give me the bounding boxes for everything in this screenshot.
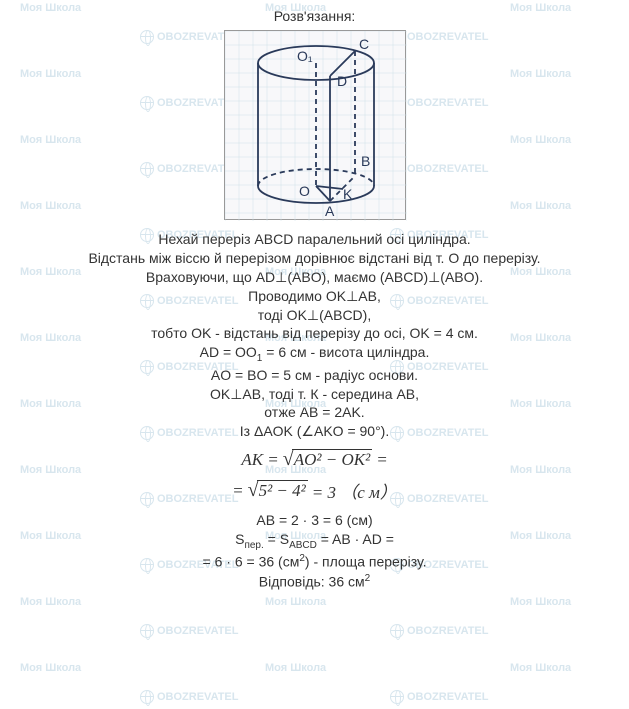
cylinder-diagram: O₁ C D B O K A bbox=[224, 30, 406, 220]
label-C: C bbox=[359, 36, 369, 52]
solution-text: Нехай переріз ABCD паралельний осі цилін… bbox=[0, 230, 629, 591]
label-K: K bbox=[343, 186, 353, 202]
label-B: B bbox=[361, 153, 370, 169]
line-9: OK⊥AB, тоді т. К - середина AB, bbox=[0, 385, 629, 404]
line-15: Відповідь: 36 см2 bbox=[0, 572, 629, 592]
line-6: тобто OK - відстань від перерізу до осі,… bbox=[0, 324, 629, 343]
formula-2: = √5² − 4² = 3 （с м） bbox=[0, 478, 629, 503]
label-A: A bbox=[325, 203, 335, 219]
label-O: O bbox=[299, 183, 310, 199]
content: Розв'язання: O₁ C D B bbox=[0, 0, 629, 591]
formula-1: AK = √AO² − OK² = bbox=[0, 449, 629, 470]
line-1: Нехай переріз ABCD паралельний осі цилін… bbox=[0, 230, 629, 249]
solution-title: Розв'язання: bbox=[0, 8, 629, 24]
diagram-svg: O₁ C D B O K A bbox=[225, 31, 407, 221]
line-14: = 6 · 6 = 36 (см2) - площа перерізу. bbox=[0, 552, 629, 572]
line-2: Відстань між віссю й перерізом дорівнює … bbox=[0, 249, 629, 268]
line-5: тоді OK⊥(ABCD), bbox=[0, 306, 629, 325]
line-12: AB = 2 · 3 = 6 (см) bbox=[0, 511, 629, 530]
line-4: Проводимо OK⊥AB, bbox=[0, 287, 629, 306]
line-8: AO = BO = 5 см - радіус основи. bbox=[0, 366, 629, 385]
line-13: Sпер. = SABCD = AB · AD = bbox=[0, 530, 629, 552]
line-11: Із ΔAOK (∠AKO = 90°). bbox=[0, 422, 629, 441]
line-3: Враховуючи, що AD⊥(ABO), маємо (ABCD)⊥(A… bbox=[0, 268, 629, 287]
line-7: AD = OO1 = 6 см - висота циліндра. bbox=[0, 343, 629, 365]
line-10: отже AB = 2AK. bbox=[0, 403, 629, 422]
label-D: D bbox=[337, 73, 347, 89]
label-O1: O₁ bbox=[297, 48, 313, 64]
